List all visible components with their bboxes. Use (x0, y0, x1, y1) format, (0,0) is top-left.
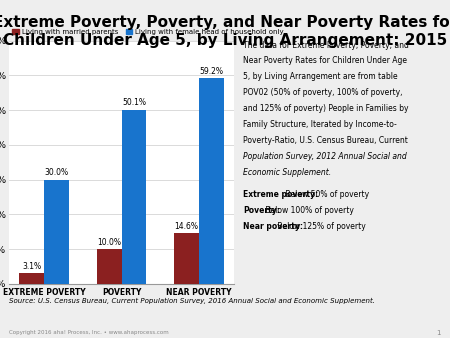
Text: Family Structure, Iterated by Income-to-: Family Structure, Iterated by Income-to- (243, 120, 397, 129)
Text: 50.1%: 50.1% (122, 98, 146, 107)
Text: 30.0%: 30.0% (45, 168, 68, 177)
Text: Near poverty:: Near poverty: (243, 222, 303, 231)
Text: 10.0%: 10.0% (97, 238, 121, 247)
Text: 14.6%: 14.6% (175, 222, 198, 231)
Text: Extreme Poverty, Poverty, and Near Poverty Rates for
Children Under Age 5, by Li: Extreme Poverty, Poverty, and Near Pover… (0, 15, 450, 48)
Text: Copyright 2016 aha! Process, Inc. • www.ahaprocess.com: Copyright 2016 aha! Process, Inc. • www.… (9, 330, 169, 335)
Text: 5, by Living Arrangement are from table: 5, by Living Arrangement are from table (243, 72, 398, 81)
Text: 3.1%: 3.1% (22, 262, 41, 271)
Text: and 125% of poverty) People in Families by: and 125% of poverty) People in Families … (243, 104, 409, 113)
Text: Poverty:: Poverty: (243, 206, 280, 215)
Text: 59.2%: 59.2% (199, 67, 223, 76)
Text: Below 125% of poverty: Below 125% of poverty (275, 222, 366, 231)
Bar (122, 110, 146, 284)
Text: Poverty-Ratio, U.S. Census Bureau, Current: Poverty-Ratio, U.S. Census Bureau, Curre… (243, 136, 408, 145)
Text: Below 100% of poverty: Below 100% of poverty (263, 206, 354, 215)
Bar (19, 273, 44, 284)
Text: The data for Extreme Poverty, Poverty, and: The data for Extreme Poverty, Poverty, a… (243, 41, 409, 50)
Bar (199, 78, 224, 284)
Bar (97, 249, 122, 284)
Text: Economic Supplement.: Economic Supplement. (243, 168, 331, 177)
Bar (44, 179, 69, 284)
Text: Population Survey, 2012 Annual Social and: Population Survey, 2012 Annual Social an… (243, 152, 407, 161)
Text: 1: 1 (436, 330, 441, 336)
Text: Source: U.S. Census Bureau, Current Population Survey, 2016 Annual Social and Ec: Source: U.S. Census Bureau, Current Popu… (9, 297, 375, 304)
Text: Below 50% of poverty: Below 50% of poverty (283, 190, 369, 199)
Text: Extreme poverty:: Extreme poverty: (243, 190, 318, 199)
Text: POV02 (50% of poverty, 100% of poverty,: POV02 (50% of poverty, 100% of poverty, (243, 88, 402, 97)
Text: Near Poverty Rates for Children Under Age: Near Poverty Rates for Children Under Ag… (243, 56, 407, 66)
Bar (174, 233, 199, 284)
Legend: Living with married parents, Living with female head of household only: Living with married parents, Living with… (13, 29, 284, 35)
